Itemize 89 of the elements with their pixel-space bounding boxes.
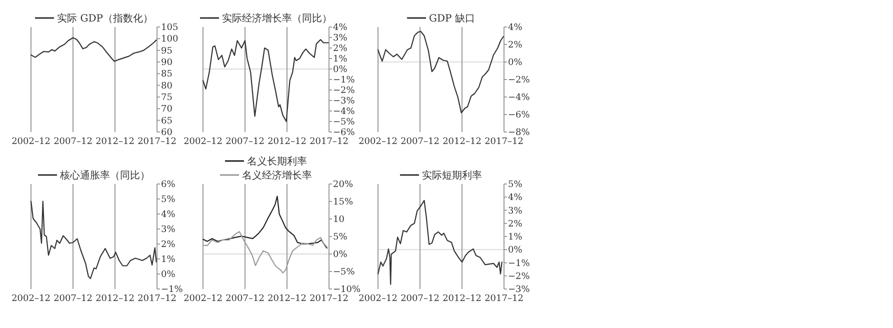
y-tick-label: −5% [333, 268, 356, 278]
y-tick-label: 6% [161, 180, 176, 190]
y-tick-label: 1% [508, 232, 523, 242]
legend-label: 实际 GDP（指数化） [57, 12, 153, 24]
y-tick-label: 2% [333, 44, 348, 54]
y-tick-label: 2% [508, 219, 523, 230]
x-tick-label: 2002–12 [12, 137, 50, 147]
x-tick-label: 2002–12 [12, 294, 50, 304]
y-tick-label: 0% [508, 246, 523, 256]
x-tick-label: 2017–12 [484, 137, 524, 147]
y-tick-label: 90 [161, 58, 173, 68]
y-tick-label: 3% [161, 225, 176, 235]
y-tick-label: 1% [333, 54, 348, 64]
y-tick-label: −2% [508, 76, 530, 86]
line-series [202, 196, 328, 249]
y-tick-label: 2% [161, 240, 176, 250]
y-tick-label: −4% [333, 107, 356, 117]
y-tick-label: 105 [161, 23, 178, 33]
y-tick-label: 0% [333, 250, 348, 260]
x-tick-label: 2002–12 [358, 294, 398, 304]
y-tick-label: 4% [508, 23, 523, 33]
y-tick-label: −4% [508, 93, 530, 103]
y-tick-label: 3% [508, 206, 523, 216]
x-tick-label: 2012–12 [96, 294, 134, 304]
x-tick-label: 2012–12 [442, 137, 482, 147]
y-tick-label: 100 [161, 34, 178, 45]
y-tick-label: −6% [333, 128, 356, 138]
x-tick-label: 2012–12 [442, 294, 482, 304]
y-tick-label: −1% [333, 76, 356, 86]
y-tick-label: 95 [161, 46, 173, 56]
y-tick-label: 70 [161, 104, 173, 115]
y-tick-label: 2% [508, 40, 523, 50]
y-tick-label: −5% [333, 118, 356, 128]
x-tick-label: 2017–12 [310, 294, 348, 304]
legend-label: 核心通胀率（同比） [59, 170, 150, 182]
y-tick-label: 10 [333, 215, 345, 225]
line-series [30, 37, 157, 62]
x-tick-label: 2012–12 [268, 294, 306, 304]
y-tick-label: 4% [333, 23, 348, 33]
x-tick-label: 2002–12 [184, 137, 222, 147]
y-tick-label: 80 [161, 81, 173, 92]
x-tick-label: 2007–12 [54, 294, 92, 304]
y-tick-label: 3% [333, 34, 348, 44]
x-tick-label: 2007–12 [54, 137, 92, 147]
y-tick-label: −1% [508, 258, 530, 269]
y-tick-label: −8% [508, 128, 530, 138]
y-tick-label: 5% [161, 195, 176, 205]
y-tick-label: 5% [333, 232, 348, 242]
y-tick-label: 0% [333, 65, 348, 75]
legend-label: 实际经济增长率（同比） [222, 12, 332, 24]
legend-label: 实际短期利率 [422, 170, 482, 182]
y-tick-label: 0% [161, 270, 176, 280]
y-tick-label: −3% [333, 96, 356, 106]
legend-label: GDP 缺口 [429, 12, 475, 24]
y-tick-label: −10% [333, 285, 361, 295]
y-tick-label: 5% [508, 180, 523, 190]
y-tick-label: −1% [161, 285, 184, 295]
y-tick-label: 20% [333, 180, 354, 190]
line-series [377, 200, 502, 285]
x-tick-label: 2007–12 [226, 137, 264, 147]
x-tick-label: 2017–12 [484, 294, 524, 304]
line-series [377, 30, 504, 114]
y-tick-label: 60 [161, 128, 173, 138]
x-tick-label: 2017–12 [310, 137, 348, 147]
x-tick-label: 2007–12 [400, 137, 440, 147]
y-tick-label: 4% [161, 210, 176, 220]
legend-label: 名义经济增长率 [242, 170, 312, 182]
x-tick-label: 2007–12 [400, 294, 440, 304]
x-tick-label: 2017–12 [138, 137, 176, 147]
y-tick-label: 75 [161, 93, 173, 103]
y-tick-label: 1% [161, 255, 176, 265]
legend-label: 名义长期利率 [247, 156, 307, 168]
y-tick-label: −2% [333, 86, 356, 96]
y-tick-label: 0% [508, 58, 523, 68]
x-tick-label: 2017–12 [138, 294, 176, 304]
y-tick-label: 15% [333, 198, 354, 208]
y-tick-label: 65 [161, 116, 173, 126]
y-tick-label: −3% [508, 285, 530, 295]
line-series [202, 39, 329, 122]
x-tick-label: 2012–12 [96, 137, 134, 147]
line-series [30, 200, 157, 280]
x-tick-label: 2002–12 [358, 137, 398, 147]
x-tick-label: 2012–12 [268, 137, 306, 147]
y-tick-label: −2% [508, 272, 530, 282]
x-tick-label: 2007–12 [226, 294, 264, 304]
x-tick-label: 2002–12 [184, 294, 222, 304]
y-tick-label: −6% [508, 110, 530, 120]
y-tick-label: 85 [161, 70, 173, 80]
y-tick-label: 4% [508, 193, 523, 204]
